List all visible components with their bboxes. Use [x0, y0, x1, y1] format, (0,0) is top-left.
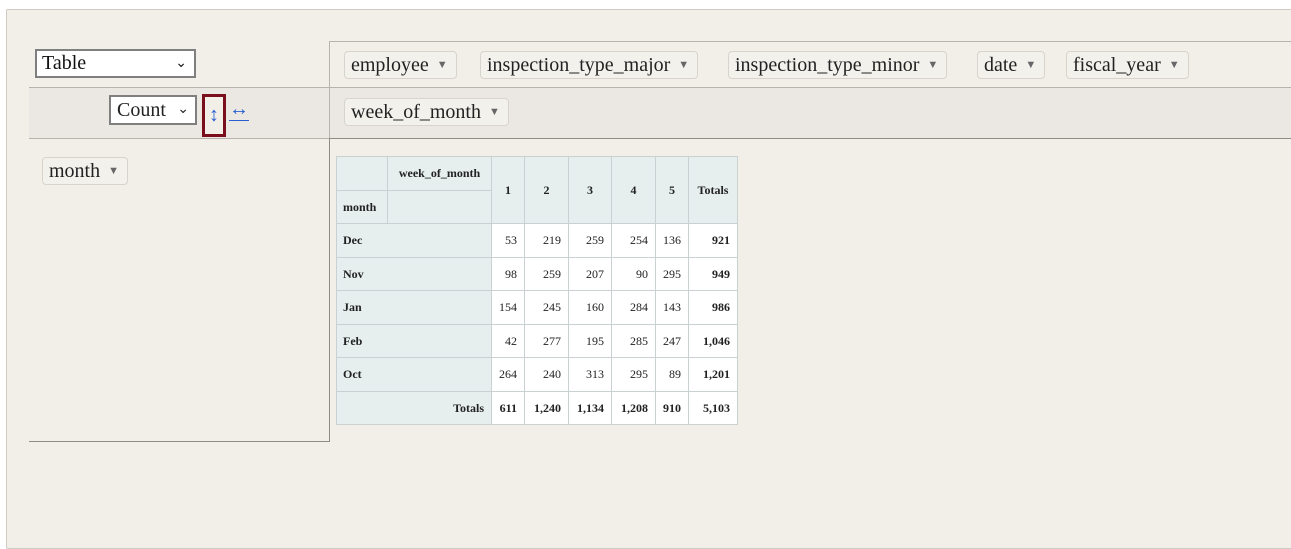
renderer-select[interactable]: Table ⌄: [35, 49, 196, 78]
pivot-table: week_of_month 1 2 3 4 5 Totals month Dec…: [336, 156, 738, 425]
pivot-corner: [336, 156, 388, 191]
cell: 42: [491, 324, 525, 358]
totals-label: Totals: [336, 391, 492, 425]
table-row: Jan 154 245 160 284 143 986: [336, 290, 738, 325]
renderer-select-value: Table: [42, 52, 87, 74]
col-header: 1: [491, 156, 525, 224]
cell: 207: [568, 257, 612, 291]
arrows-horizontal-icon: ↔: [229, 98, 249, 120]
field-pill-label: month: [49, 160, 101, 182]
field-pill-label: date: [984, 54, 1018, 76]
col-total: 1,240: [524, 391, 569, 425]
unused-fields-area: [329, 41, 1291, 88]
field-pill-label: inspection_type_minor: [735, 54, 920, 76]
table-row: Feb 42 277 195 285 247 1,046: [336, 324, 738, 358]
triangle-down-icon[interactable]: ▼: [108, 165, 120, 177]
row-total: 1,046: [688, 324, 738, 358]
totals-row: Totals 611 1,240 1,134 1,208 910 5,103: [336, 391, 738, 425]
cell: 259: [524, 257, 569, 291]
field-pill-inspection-type-minor[interactable]: inspection_type_minor ▼: [728, 51, 948, 79]
triangle-down-icon[interactable]: ▼: [1168, 59, 1180, 71]
col-header: 3: [568, 156, 612, 224]
col-total: 611: [491, 391, 525, 425]
row-total: 949: [688, 257, 738, 291]
field-pill-employee[interactable]: employee ▼: [344, 51, 457, 79]
col-total: 1,208: [611, 391, 656, 425]
aggregator-select-value: Count: [117, 99, 166, 121]
triangle-down-icon[interactable]: ▼: [436, 59, 448, 71]
triangle-down-icon[interactable]: ▼: [1025, 59, 1037, 71]
table-row: Nov 98 259 207 90 295 949: [336, 257, 738, 291]
col-header-totals: Totals: [688, 156, 738, 224]
grand-total: 5,103: [688, 391, 738, 425]
cell: 254: [611, 223, 656, 258]
col-header: 5: [655, 156, 689, 224]
field-pill-label: week_of_month: [351, 101, 481, 123]
cell: 219: [524, 223, 569, 258]
cell: 264: [491, 357, 525, 392]
col-header: 4: [611, 156, 656, 224]
cell: 89: [655, 357, 689, 392]
cell: 247: [655, 324, 689, 358]
field-pill-label: fiscal_year: [1073, 54, 1161, 76]
cell: 259: [568, 223, 612, 258]
cell: 195: [568, 324, 612, 358]
col-attr-label: week_of_month: [387, 156, 492, 191]
col-total: 1,134: [568, 391, 612, 425]
cell: 277: [524, 324, 569, 358]
row-order-toggle[interactable]: ↕: [202, 94, 226, 137]
row-fields-area: [29, 138, 330, 442]
field-pill-inspection-type-major[interactable]: inspection_type_major ▼: [480, 51, 699, 79]
field-pill-fiscal-year[interactable]: fiscal_year ▼: [1066, 51, 1189, 79]
chevron-down-icon: ⌄: [175, 56, 187, 71]
cell: 295: [611, 357, 656, 392]
table-row: Dec 53 219 259 254 136 921: [336, 223, 738, 258]
pivot-blank: [387, 190, 492, 224]
row-label: Dec: [336, 223, 492, 258]
row-attr-label: month: [336, 190, 388, 224]
col-order-toggle[interactable]: ↔: [229, 98, 249, 121]
chevron-down-icon: ⌄: [177, 102, 189, 117]
row-label: Nov: [336, 257, 492, 291]
cell: 154: [491, 290, 525, 325]
field-pill-week-of-month[interactable]: week_of_month ▼: [344, 98, 509, 126]
field-pill-label: inspection_type_major: [487, 54, 671, 76]
cell: 143: [655, 290, 689, 325]
cell: 240: [524, 357, 569, 392]
row-total: 1,201: [688, 357, 738, 392]
cell: 98: [491, 257, 525, 291]
cell: 313: [568, 357, 612, 392]
aggregator-select[interactable]: Count ⌄: [109, 95, 197, 125]
cell: 285: [611, 324, 656, 358]
cell: 245: [524, 290, 569, 325]
cell: 90: [611, 257, 656, 291]
triangle-down-icon[interactable]: ▼: [927, 59, 939, 71]
col-header: 2: [524, 156, 569, 224]
row-label: Jan: [336, 290, 492, 325]
cell: 295: [655, 257, 689, 291]
triangle-down-icon[interactable]: ▼: [488, 106, 500, 118]
row-total: 986: [688, 290, 738, 325]
field-pill-month[interactable]: month ▼: [42, 157, 129, 185]
row-total: 921: [688, 223, 738, 258]
field-pill-label: employee: [351, 54, 429, 76]
col-total: 910: [655, 391, 689, 425]
table-row: Oct 264 240 313 295 89 1,201: [336, 357, 738, 392]
triangle-down-icon[interactable]: ▼: [678, 59, 690, 71]
arrow-down-icon: ↕: [209, 104, 219, 126]
cell: 53: [491, 223, 525, 258]
cell: 284: [611, 290, 656, 325]
row-label: Oct: [336, 357, 492, 392]
row-label: Feb: [336, 324, 492, 358]
cell: 160: [568, 290, 612, 325]
field-pill-date[interactable]: date ▼: [977, 51, 1046, 79]
cell: 136: [655, 223, 689, 258]
